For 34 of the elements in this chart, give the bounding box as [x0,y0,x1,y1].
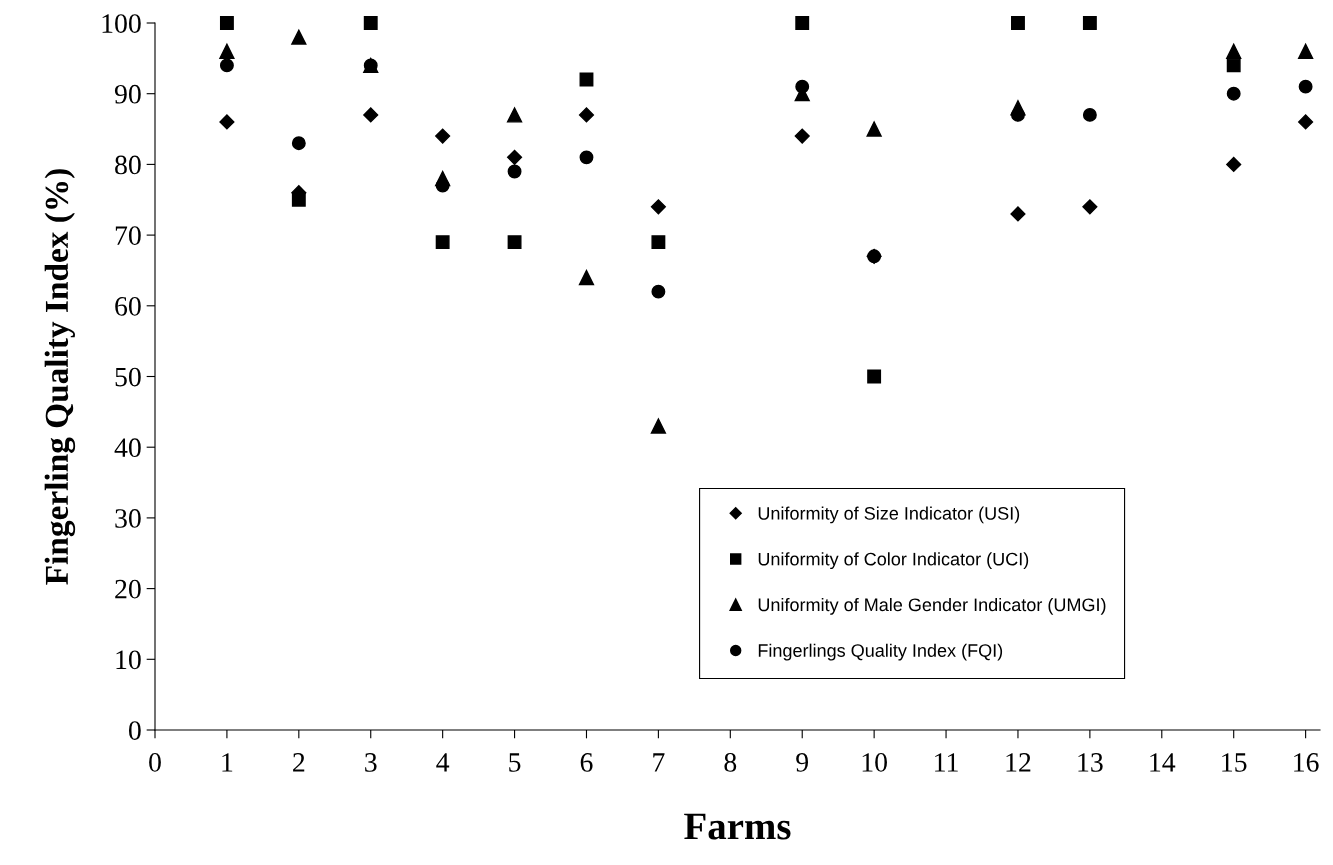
x-tick-label: 9 [796,753,809,772]
y-axis-title: Fingerling Quality Index (%) [44,169,76,585]
x-tick-label: 4 [436,753,450,772]
x-tick-label: 8 [724,753,737,772]
y-tick-label: 40 [114,438,141,458]
y-tick-label: 70 [115,226,141,246]
x-tick-label: 3 [365,753,377,772]
y-tick-label: 20 [115,579,141,599]
legend-label: Fingerlings Quality Index (FQI) [758,643,1003,661]
y-tick-label: 100 [102,14,141,33]
x-tick-label: 5 [509,753,521,772]
x-axis-title: Farms [684,813,791,840]
y-tick-label: 90 [114,84,141,104]
x-tick-label: 15 [1222,753,1247,772]
x-tick-label: 6 [580,753,593,772]
legend-label: Uniformity of Male Gender Indicator (UMGI) [758,597,1106,615]
x-tick-label: 16 [1294,753,1319,772]
x-tick-label: 11 [935,753,958,772]
legend-label: Uniformity of Size Indicator (USI) [758,506,1020,524]
x-tick-label: 1 [222,753,233,772]
y-tick-label: 10 [116,650,141,670]
x-tick-label: 10 [862,753,887,772]
x-tick-label: 2 [293,753,305,772]
y-tick-label: 30 [115,509,141,528]
x-tick-label: 14 [1150,753,1176,772]
x-tick-label: 12 [1006,753,1031,772]
y-tick-label: 0 [128,721,141,740]
legend-label: Uniformity of Color Indicator (UCI) [758,552,1029,570]
y-tick-label: 50 [115,367,141,387]
x-tick-label: 0 [149,753,161,772]
x-tick-label: 13 [1078,753,1103,772]
x-tick-label: 7 [653,753,665,772]
y-tick-label: 80 [115,155,141,175]
y-tick-label: 60 [115,296,141,316]
